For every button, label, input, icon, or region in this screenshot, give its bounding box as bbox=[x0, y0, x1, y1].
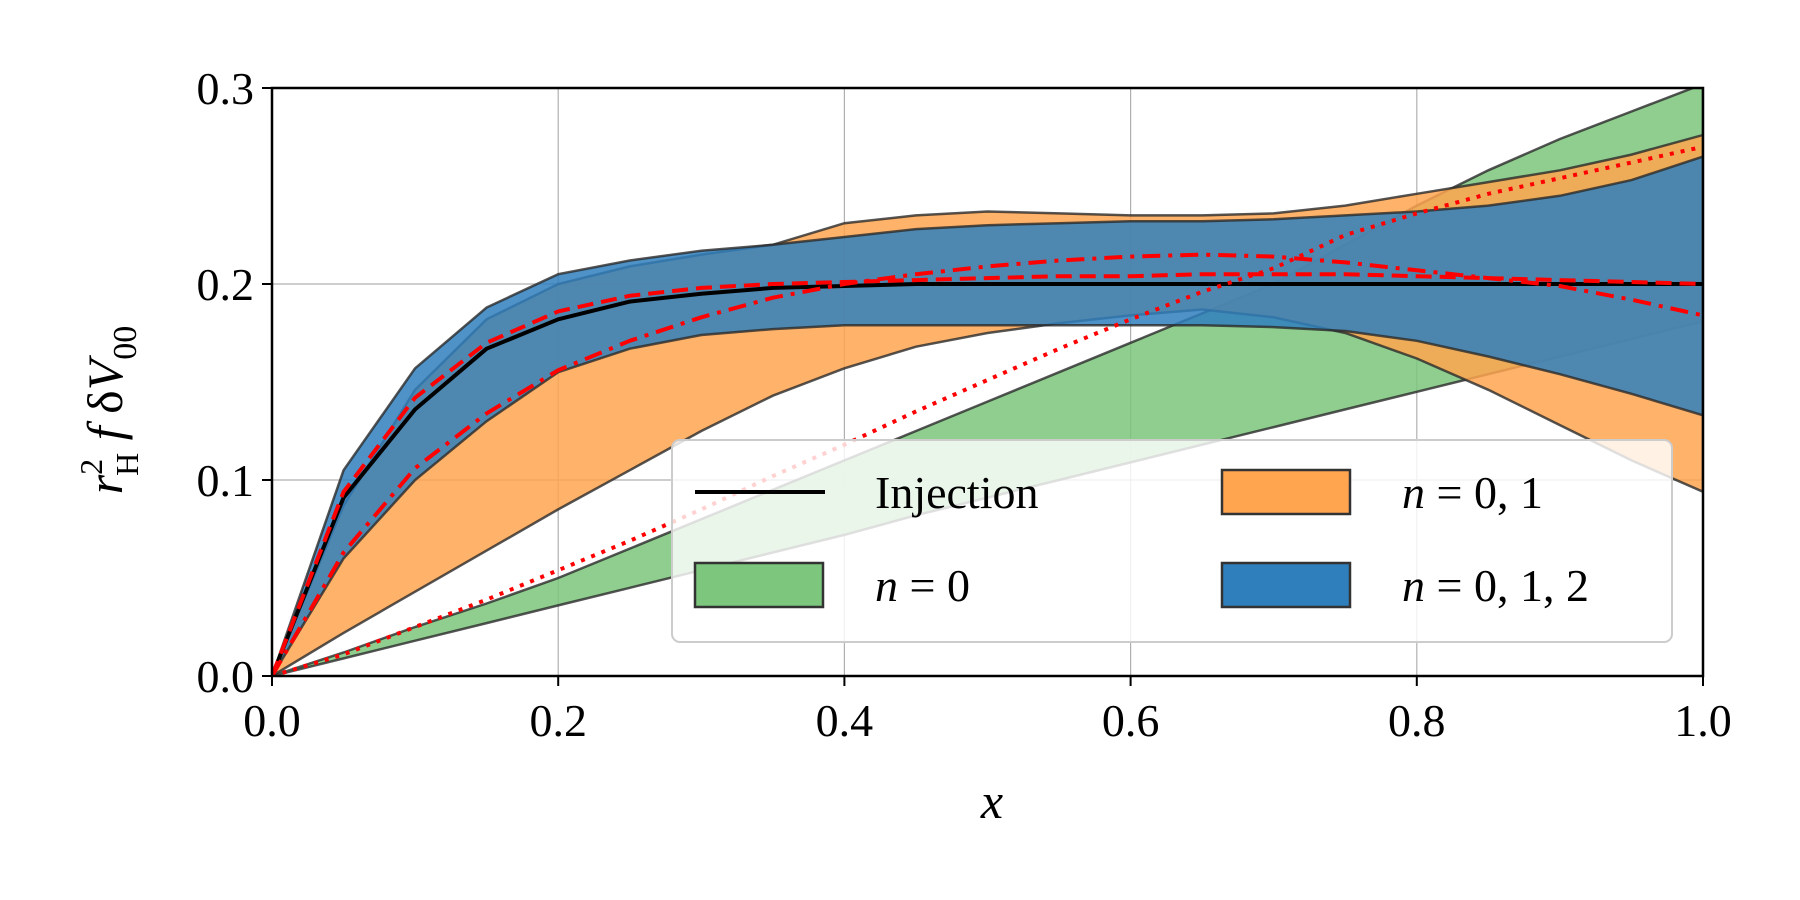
legend-label: n = 0 bbox=[875, 560, 970, 611]
legend-patch-swatch bbox=[693, 561, 825, 609]
x-tick-label: 0.2 bbox=[529, 695, 587, 746]
lines bbox=[272, 144, 1703, 676]
y-tick-label: 0.3 bbox=[197, 63, 255, 114]
legend-label: n = 0, 1, 2 bbox=[1402, 560, 1589, 611]
series-line-dashed bbox=[272, 272, 1703, 676]
series-line-solid bbox=[272, 282, 1703, 676]
x-axis-label: x bbox=[980, 773, 1003, 829]
y-axis-label: r2H f δV00 bbox=[73, 326, 145, 495]
series-line-dotted bbox=[272, 144, 1703, 676]
x-tick-label: 0.0 bbox=[243, 695, 301, 746]
x-tick-label: 0.8 bbox=[1388, 695, 1446, 746]
y-tick-label: 0.2 bbox=[197, 259, 255, 310]
ticks: 0.0 0.2 0.4 0.6 0.8 1.0 0.0 0.1 0.2 0.3 bbox=[197, 63, 1732, 746]
legend-label: Injection bbox=[875, 467, 1039, 518]
x-tick-label: 1.0 bbox=[1674, 695, 1732, 746]
legend-patch-swatch bbox=[1220, 468, 1352, 516]
x-tick-label: 0.4 bbox=[816, 695, 874, 746]
legend-box bbox=[671, 439, 1673, 643]
legend: Injection n = 0, 1 n = 0 n = 0, 1, 2 bbox=[671, 439, 1673, 643]
y-tick-label: 0.1 bbox=[197, 455, 255, 506]
y-tick-label: 0.0 bbox=[197, 651, 255, 702]
svg-text:r2H f δV00: r2H f δV00 bbox=[73, 326, 145, 495]
series-line-dashdot bbox=[272, 252, 1703, 676]
plot-frame bbox=[270, 86, 1705, 678]
x-tick-label: 0.6 bbox=[1102, 695, 1160, 746]
legend-label: n = 0, 1 bbox=[1402, 467, 1543, 518]
legend-patch-swatch bbox=[1220, 561, 1352, 609]
band-3 bbox=[272, 155, 1703, 676]
